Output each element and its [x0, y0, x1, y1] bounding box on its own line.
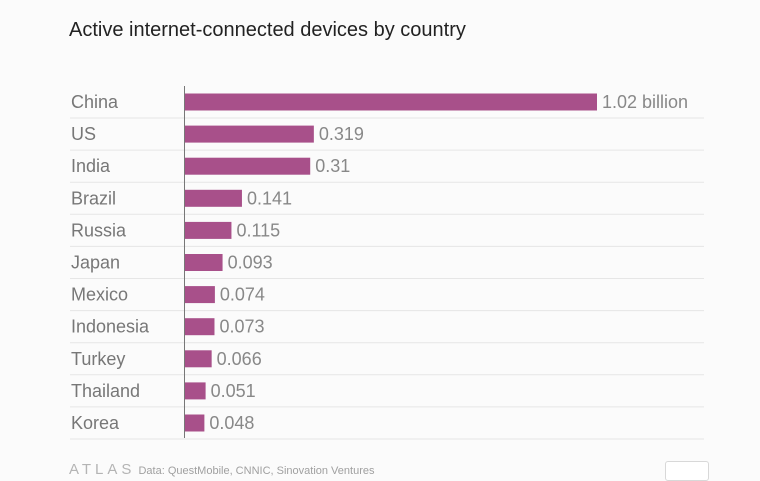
bar: [185, 286, 215, 304]
bar: [185, 157, 311, 175]
bar: [185, 189, 242, 207]
value-label: 0.093: [228, 253, 273, 273]
bar: [185, 221, 232, 239]
value-label: 0.073: [219, 317, 264, 337]
category-label: Turkey: [71, 349, 125, 369]
category-label: India: [71, 156, 111, 176]
value-label: 0.051: [211, 381, 256, 401]
category-label: Mexico: [71, 285, 128, 305]
value-label: 1.02 billion: [602, 92, 688, 112]
chart-footer: ATLAS Data: QuestMobile, CNNIC, Sinovati…: [69, 461, 374, 478]
category-label: Japan: [71, 253, 120, 273]
share-button[interactable]: [665, 461, 709, 481]
category-label: Russia: [71, 220, 127, 240]
bar: [185, 350, 212, 368]
value-label: 0.115: [236, 220, 280, 240]
value-label: 0.066: [217, 349, 262, 369]
bar: [185, 254, 223, 271]
atlas-logo: ATLAS: [69, 461, 136, 478]
bar: [185, 382, 206, 400]
category-label: Indonesia: [71, 317, 150, 337]
category-label: Thailand: [71, 381, 140, 401]
bar-chart: China 1.02 billion US 0.319 India 0.31 Brazil 0…: [70, 86, 704, 440]
chart-title: Active internet-connected devices by cou…: [69, 19, 466, 41]
value-label: 0.319: [319, 124, 364, 144]
source-note: Data: QuestMobile, CNNIC, Sinovation Ven…: [138, 465, 375, 477]
category-label: Brazil: [71, 188, 116, 208]
category-label: Korea: [71, 413, 120, 433]
value-label: 0.074: [220, 285, 265, 305]
bar: [185, 318, 215, 336]
bar: [185, 93, 597, 111]
value-label: 0.048: [209, 413, 254, 433]
category-label: US: [71, 124, 96, 144]
bar: [185, 414, 205, 432]
category-label: China: [71, 92, 119, 112]
value-label: 0.31: [315, 156, 350, 176]
bar: [185, 125, 314, 143]
value-label: 0.141: [247, 188, 292, 208]
